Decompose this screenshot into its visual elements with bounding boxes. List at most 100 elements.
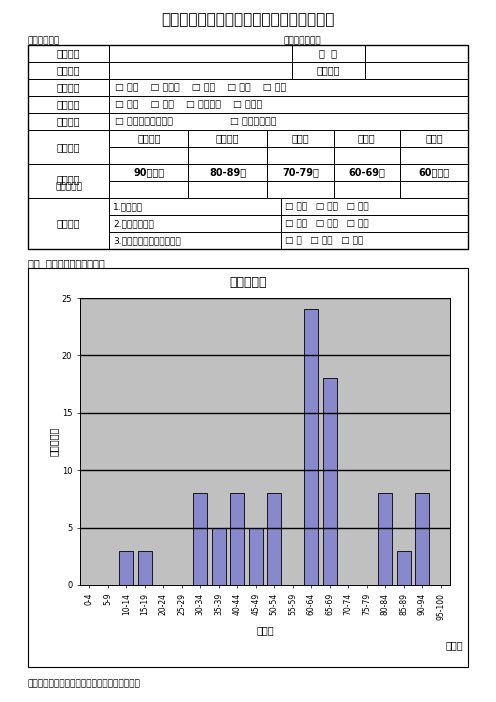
- Bar: [193, 494, 207, 585]
- Bar: [28, 215, 110, 232]
- Text: 考试方式: 考试方式: [57, 83, 80, 93]
- Text: 试题情况: 试题情况: [57, 218, 80, 228]
- Bar: [110, 147, 188, 164]
- Text: 阅卷方式: 阅卷方式: [57, 117, 80, 126]
- Bar: [267, 130, 333, 147]
- Bar: [267, 181, 333, 198]
- Bar: [110, 96, 468, 113]
- Bar: [365, 45, 468, 62]
- Bar: [188, 130, 267, 147]
- Bar: [333, 164, 400, 181]
- Bar: [188, 164, 267, 181]
- Bar: [28, 130, 110, 147]
- Bar: [305, 310, 318, 585]
- Bar: [110, 45, 292, 62]
- Text: 最低分: 最低分: [358, 133, 375, 143]
- Text: （百分比）: （百分比）: [55, 183, 82, 192]
- Bar: [333, 130, 400, 147]
- Text: 60分以下: 60分以下: [418, 168, 449, 178]
- Bar: [378, 494, 392, 585]
- Text: 平均分: 平均分: [425, 133, 443, 143]
- Bar: [110, 181, 188, 198]
- Text: 考试日期: 考试日期: [316, 65, 340, 76]
- Bar: [28, 181, 110, 198]
- Bar: [110, 198, 281, 215]
- Y-axis label: 人数（个）: 人数（个）: [49, 427, 59, 456]
- Bar: [249, 528, 263, 585]
- Text: □ 偏难   □ 适当   □ 偏易: □ 偏难 □ 适当 □ 偏易: [285, 219, 369, 228]
- Text: 分数段: 分数段: [445, 640, 463, 650]
- Bar: [28, 45, 110, 62]
- Bar: [281, 198, 468, 215]
- Bar: [281, 215, 468, 232]
- Text: 成绩分布: 成绩分布: [57, 174, 80, 184]
- Text: 考试情况: 考试情况: [57, 142, 80, 152]
- Bar: [292, 62, 468, 79]
- Bar: [110, 79, 468, 96]
- Bar: [400, 181, 468, 198]
- Bar: [120, 550, 133, 585]
- Bar: [267, 494, 281, 585]
- Bar: [28, 164, 110, 181]
- Bar: [333, 181, 400, 198]
- Text: 60-69分: 60-69分: [348, 168, 385, 178]
- Bar: [415, 494, 429, 585]
- Bar: [28, 268, 468, 667]
- Bar: [28, 62, 110, 79]
- Text: 注：该表适用于考试所有班级学生的统计分析。: 注：该表适用于考试所有班级学生的统计分析。: [28, 680, 141, 689]
- Bar: [188, 147, 267, 164]
- Bar: [400, 164, 468, 181]
- Bar: [110, 164, 188, 181]
- Bar: [28, 130, 110, 164]
- Text: 系（教研室）：: 系（教研室）：: [283, 37, 321, 46]
- Text: 课程负责人：: 课程负责人：: [28, 37, 60, 46]
- Bar: [28, 164, 110, 198]
- Text: 应考人数: 应考人数: [137, 133, 161, 143]
- Bar: [28, 45, 468, 249]
- Bar: [188, 181, 267, 198]
- Bar: [292, 45, 365, 62]
- Text: 70-79分: 70-79分: [282, 168, 319, 178]
- Bar: [110, 113, 468, 130]
- Text: □ 偏多   □ 适当   □ 偏少: □ 偏多 □ 适当 □ 偏少: [285, 202, 369, 211]
- Bar: [333, 147, 400, 164]
- Text: 80-89分: 80-89分: [209, 168, 247, 178]
- Bar: [28, 113, 110, 130]
- X-axis label: 分数段: 分数段: [256, 625, 274, 635]
- Bar: [28, 79, 110, 96]
- Text: 实考人数: 实考人数: [216, 133, 240, 143]
- Text: □ 高   □ 较高   □ 一般: □ 高 □ 较高 □ 一般: [285, 236, 363, 245]
- Bar: [28, 96, 110, 113]
- Text: 3.综合性、提高性题目水平: 3.综合性、提高性题目水平: [114, 236, 181, 245]
- Text: 考试班级: 考试班级: [57, 65, 80, 76]
- Text: 成绩分布图: 成绩分布图: [229, 275, 267, 289]
- Bar: [230, 494, 244, 585]
- Bar: [28, 198, 110, 249]
- Bar: [365, 62, 468, 79]
- Bar: [28, 198, 110, 215]
- Text: 命题方式: 命题方式: [57, 100, 80, 110]
- Bar: [400, 130, 468, 147]
- Text: 2.试题难易程度: 2.试题难易程度: [114, 219, 154, 228]
- Bar: [110, 130, 188, 147]
- Bar: [110, 232, 281, 249]
- Bar: [28, 232, 110, 249]
- Text: 课程名称: 课程名称: [57, 48, 80, 58]
- Bar: [28, 147, 110, 164]
- Text: 1.试题总量: 1.试题总量: [114, 202, 143, 211]
- Bar: [323, 378, 337, 585]
- Text: 一、  考试结果成绩分布图：: 一、 考试结果成绩分布图：: [28, 258, 105, 268]
- Bar: [267, 164, 333, 181]
- Bar: [281, 232, 468, 249]
- Bar: [267, 147, 333, 164]
- Text: 内蒙古工业大学课程考试（考查）试卷分析: 内蒙古工业大学课程考试（考查）试卷分析: [161, 13, 335, 27]
- Bar: [400, 147, 468, 164]
- Text: 90分以上: 90分以上: [133, 168, 164, 178]
- Bar: [212, 528, 226, 585]
- Bar: [110, 215, 281, 232]
- Bar: [292, 62, 365, 79]
- Text: 最高分: 最高分: [292, 133, 309, 143]
- Bar: [110, 62, 292, 79]
- Text: □ 题库    □ 卷库    □ 命题小组    □ 自命题: □ 题库 □ 卷库 □ 命题小组 □ 自命题: [116, 100, 263, 109]
- Bar: [397, 550, 411, 585]
